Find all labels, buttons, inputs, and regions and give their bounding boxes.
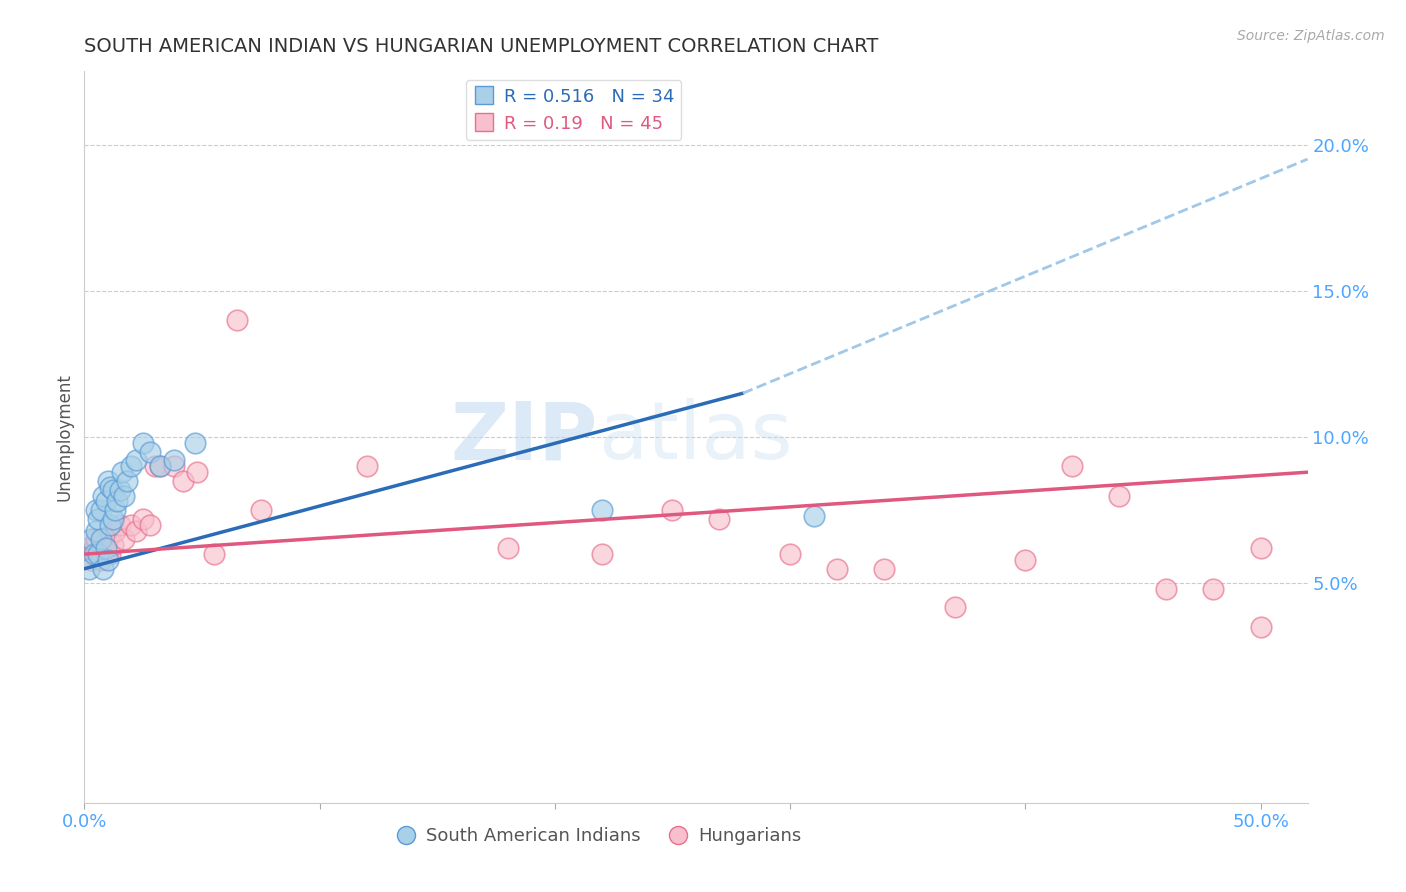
Point: [591, 503, 613, 517]
Point: [186, 465, 208, 479]
Point: [98, 480, 121, 494]
Point: [125, 453, 148, 467]
Point: [709, 512, 731, 526]
Point: [143, 459, 166, 474]
Point: [91, 562, 114, 576]
Text: ZIP: ZIP: [451, 398, 598, 476]
Point: [132, 512, 155, 526]
Point: [356, 459, 378, 474]
Point: [101, 483, 124, 497]
Point: [94, 494, 117, 508]
Point: [1014, 553, 1036, 567]
Point: [108, 517, 131, 532]
Point: [97, 474, 120, 488]
Point: [163, 459, 186, 474]
Point: [84, 503, 107, 517]
Point: [80, 553, 103, 567]
Point: [125, 524, 148, 538]
Point: [139, 517, 162, 532]
Point: [77, 562, 100, 576]
Point: [90, 503, 112, 517]
Point: [90, 533, 112, 547]
Point: [84, 533, 107, 547]
Point: [172, 474, 194, 488]
Point: [104, 524, 127, 538]
Point: [1202, 582, 1225, 597]
Point: [873, 562, 896, 576]
Point: [149, 459, 172, 474]
Point: [1156, 582, 1178, 597]
Point: [90, 553, 112, 567]
Y-axis label: Unemployment: Unemployment: [55, 373, 73, 501]
Point: [97, 533, 120, 547]
Point: [97, 553, 120, 567]
Point: [84, 547, 107, 561]
Point: [87, 547, 110, 561]
Point: [76, 547, 98, 561]
Point: [98, 547, 121, 561]
Point: [83, 547, 105, 561]
Point: [101, 512, 124, 526]
Point: [661, 503, 683, 517]
Point: [120, 517, 142, 532]
Legend: South American Indians, Hungarians: South American Indians, Hungarians: [388, 820, 808, 852]
Point: [98, 517, 121, 532]
Point: [1250, 541, 1272, 556]
Point: [825, 562, 848, 576]
Point: [105, 494, 128, 508]
Point: [943, 599, 966, 614]
Point: [120, 459, 142, 474]
Text: atlas: atlas: [598, 398, 793, 476]
Point: [111, 465, 134, 479]
Point: [83, 541, 105, 556]
Point: [80, 533, 103, 547]
Point: [77, 541, 100, 556]
Point: [90, 538, 112, 552]
Point: [132, 436, 155, 450]
Point: [591, 547, 613, 561]
Point: [84, 524, 107, 538]
Point: [115, 474, 138, 488]
Point: [496, 541, 519, 556]
Point: [163, 453, 186, 467]
Point: [779, 547, 801, 561]
Point: [202, 547, 225, 561]
Point: [108, 483, 131, 497]
Point: [112, 489, 135, 503]
Point: [184, 436, 207, 450]
Point: [803, 509, 825, 524]
Point: [94, 547, 117, 561]
Point: [104, 503, 127, 517]
Text: Source: ZipAtlas.com: Source: ZipAtlas.com: [1237, 29, 1385, 43]
Point: [91, 541, 114, 556]
Point: [101, 538, 124, 552]
Point: [1108, 489, 1130, 503]
Point: [112, 533, 135, 547]
Point: [91, 489, 114, 503]
Point: [94, 541, 117, 556]
Text: SOUTH AMERICAN INDIAN VS HUNGARIAN UNEMPLOYMENT CORRELATION CHART: SOUTH AMERICAN INDIAN VS HUNGARIAN UNEMP…: [84, 37, 879, 56]
Point: [249, 503, 271, 517]
Point: [149, 459, 172, 474]
Point: [139, 444, 162, 458]
Point: [226, 313, 249, 327]
Point: [87, 547, 110, 561]
Point: [1062, 459, 1084, 474]
Point: [87, 512, 110, 526]
Point: [1250, 620, 1272, 634]
